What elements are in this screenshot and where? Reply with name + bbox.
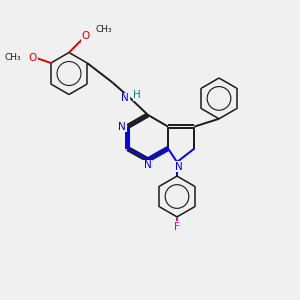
Text: O: O: [81, 31, 90, 41]
Text: O: O: [29, 52, 37, 63]
Text: N: N: [118, 122, 126, 132]
Text: CH₃: CH₃: [4, 53, 21, 62]
Text: N: N: [121, 93, 129, 103]
Text: F: F: [174, 221, 180, 232]
Text: N: N: [175, 161, 182, 172]
Text: CH₃: CH₃: [96, 25, 112, 34]
Text: N: N: [144, 160, 152, 170]
Text: H: H: [133, 90, 141, 100]
